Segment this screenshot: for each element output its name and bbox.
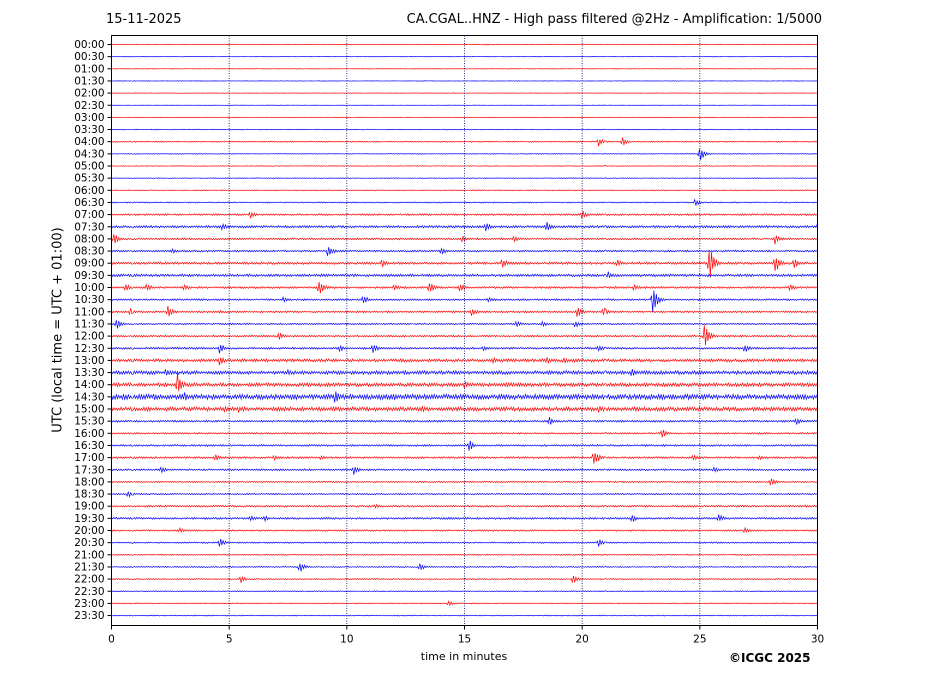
trace-0930 — [111, 271, 818, 278]
trace-2200 — [111, 575, 818, 584]
y-axis-ticks: 00:0000:3001:0001:3002:0002:3003:0003:30… — [74, 39, 112, 622]
y-tick-label: 03:00 — [74, 112, 104, 124]
x-tick-label: 0 — [108, 634, 115, 646]
y-tick-label: 18:00 — [74, 476, 104, 488]
y-tick-label: 15:00 — [74, 404, 104, 416]
y-tick-label: 02:00 — [74, 88, 104, 100]
trace-0300 — [111, 116, 818, 119]
y-tick-label: 11:30 — [74, 318, 104, 330]
y-tick-label: 14:00 — [74, 379, 104, 391]
x-tick-label: 10 — [340, 634, 353, 646]
chart-title: CA.CGAL..HNZ - High pass filtered @2Hz -… — [406, 12, 822, 27]
trace-1330 — [111, 368, 818, 376]
y-tick-label: 04:00 — [74, 136, 104, 148]
y-tick-label: 14:30 — [74, 391, 104, 403]
y-tick-label: 21:30 — [74, 561, 104, 573]
y-tick-label: 15:30 — [74, 416, 104, 428]
trace-0700 — [111, 210, 818, 219]
y-tick-label: 16:00 — [74, 428, 104, 440]
trace-2130 — [111, 563, 818, 572]
y-tick-label: 23:30 — [74, 610, 104, 622]
trace-1200 — [111, 325, 818, 346]
trace-0000 — [111, 43, 818, 46]
y-tick-label: 08:00 — [74, 233, 104, 245]
y-tick-label: 20:30 — [74, 537, 104, 549]
trace-0030 — [111, 55, 818, 58]
y-tick-label: 23:00 — [74, 598, 104, 610]
y-tick-label: 10:00 — [74, 282, 104, 294]
y-tick-label: 13:30 — [74, 367, 104, 379]
y-tick-label: 21:00 — [74, 549, 104, 561]
trace-0230 — [111, 104, 818, 106]
y-tick-label: 16:30 — [74, 440, 104, 452]
y-tick-label: 13:00 — [74, 355, 104, 367]
y-tick-label: 18:30 — [74, 489, 104, 501]
trace-0330 — [111, 128, 818, 131]
trace-2030 — [111, 538, 818, 547]
y-tick-label: 09:00 — [74, 258, 104, 270]
y-tick-label: 19:00 — [74, 501, 104, 513]
y-tick-label: 07:00 — [74, 209, 104, 221]
y-tick-label: 05:30 — [74, 173, 104, 185]
y-tick-label: 01:30 — [74, 75, 104, 87]
y-tick-label: 12:30 — [74, 343, 104, 355]
y-tick-label: 10:30 — [74, 294, 104, 306]
copyright-label: ©ICGC 2025 — [729, 651, 811, 665]
x-tick-label: 30 — [811, 634, 824, 646]
x-tick-label: 5 — [226, 634, 233, 646]
y-tick-label: 22:30 — [74, 586, 104, 598]
x-tick-label: 20 — [575, 634, 588, 646]
y-tick-label: 20:00 — [74, 525, 104, 537]
date-label: 15-11-2025 — [106, 12, 182, 27]
y-tick-label: 12:00 — [74, 331, 104, 343]
trace-1730 — [111, 466, 818, 475]
x-axis-ticks: 0 5 10 15 20 25 30 — [108, 625, 824, 646]
trace-layer — [111, 43, 818, 617]
y-tick-label: 22:00 — [74, 574, 104, 586]
y-tick-label: 05:00 — [74, 161, 104, 173]
y-tick-label: 11:00 — [74, 306, 104, 318]
x-tick-label: 15 — [458, 634, 471, 646]
y-tick-label: 07:30 — [74, 221, 104, 233]
trace-0430 — [111, 149, 818, 161]
y-tick-label: 03:30 — [74, 124, 104, 136]
y-tick-label: 06:30 — [74, 197, 104, 209]
y-tick-label: 17:30 — [74, 464, 104, 476]
trace-2100 — [111, 553, 818, 556]
y-tick-label: 04:30 — [74, 148, 104, 160]
y-tick-label: 17:00 — [74, 452, 104, 464]
trace-1500 — [111, 405, 818, 414]
y-tick-label: 00:00 — [74, 39, 104, 51]
y-tick-label: 06:00 — [74, 185, 104, 197]
x-axis-label: time in minutes — [420, 650, 508, 663]
trace-0830 — [111, 247, 818, 256]
y-tick-label: 00:30 — [74, 51, 104, 63]
y-tick-label: 09:30 — [74, 270, 104, 282]
y-tick-label: 01:00 — [74, 63, 104, 75]
y-tick-label: 08:30 — [74, 246, 104, 258]
y-tick-label: 02:30 — [74, 100, 104, 112]
vertical-grid — [228, 35, 701, 626]
y-tick-label: 19:30 — [74, 513, 104, 525]
x-tick-label: 25 — [693, 634, 706, 646]
trace-1800 — [111, 478, 818, 486]
